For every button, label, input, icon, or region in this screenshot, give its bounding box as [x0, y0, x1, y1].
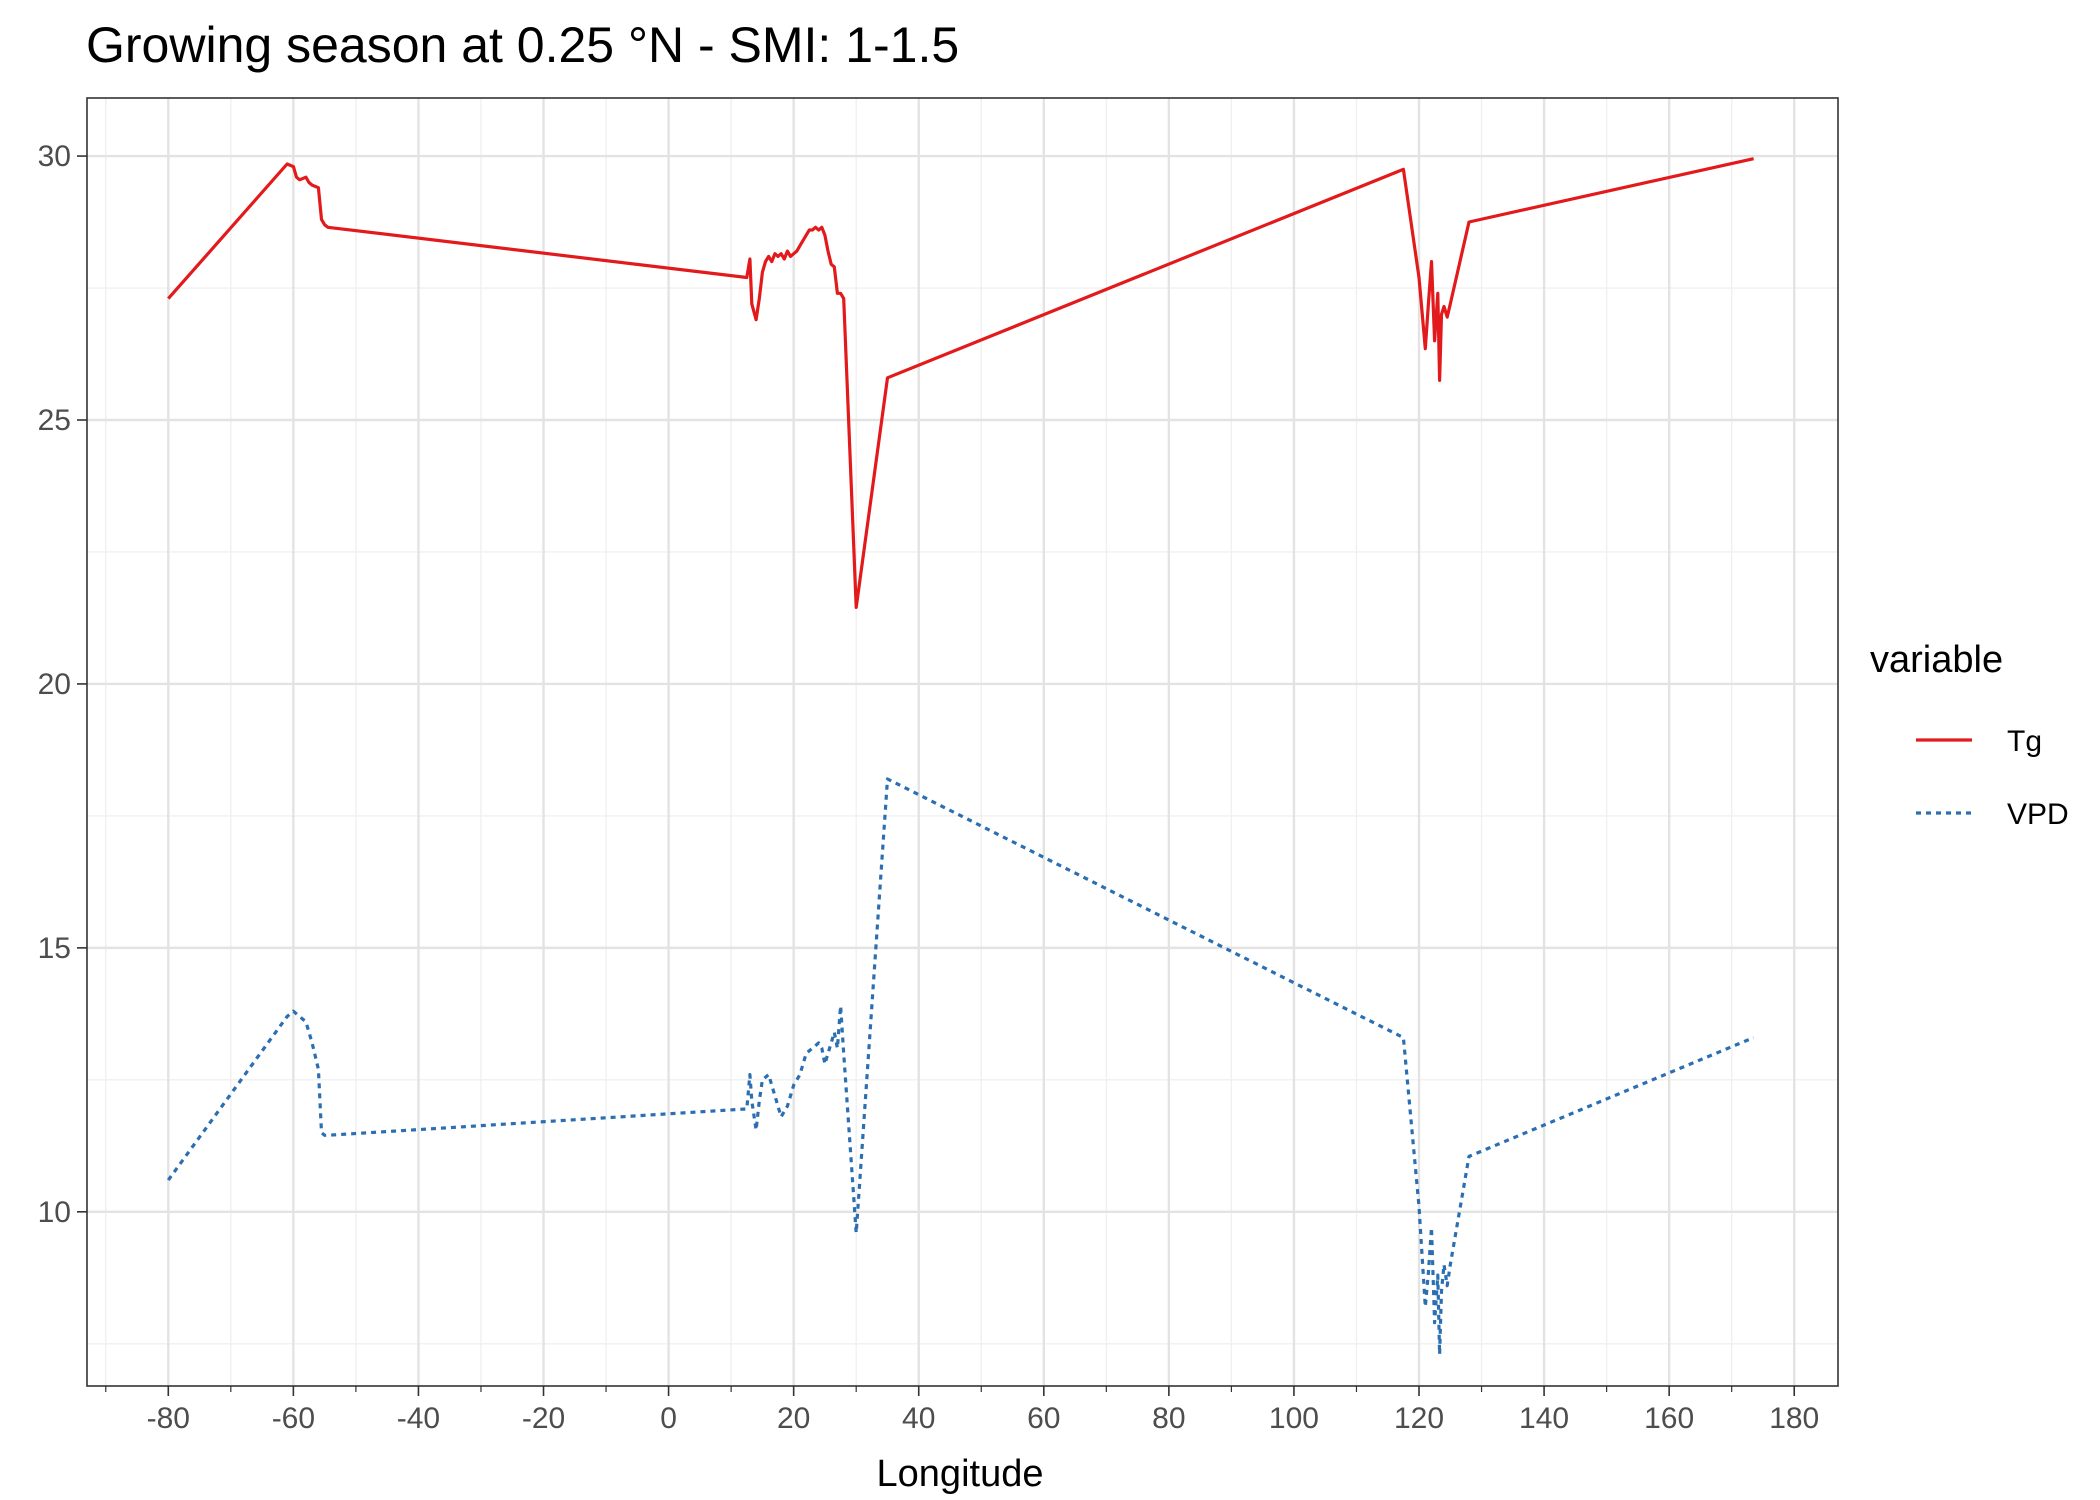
- x-tick-label: 80: [1152, 1402, 1185, 1435]
- x-tick-label: 180: [1769, 1402, 1819, 1435]
- x-tick-label: 20: [777, 1402, 810, 1435]
- y-tick-label: 20: [38, 668, 71, 701]
- x-tick-label: 160: [1644, 1402, 1694, 1435]
- y-tick-label: 15: [38, 932, 71, 965]
- x-tick-label: 120: [1394, 1402, 1444, 1435]
- legend-label-vpd: VPD: [2007, 798, 2069, 831]
- series-line-vpd: [167, 777, 1755, 1356]
- x-tick-label: 60: [1027, 1402, 1060, 1435]
- panel-background: [87, 98, 1838, 1386]
- x-tick-label: 0: [660, 1402, 677, 1435]
- grid: [87, 98, 1838, 1386]
- x-tick-label: 140: [1519, 1402, 1569, 1435]
- x-tick-label: -40: [397, 1402, 440, 1435]
- y-tick-label: 25: [38, 404, 71, 437]
- x-tick-label: -60: [272, 1402, 315, 1435]
- legend-label-tg: Tg: [2007, 725, 2042, 758]
- legend-title: variable: [1870, 639, 2003, 681]
- x-tick-label: 100: [1269, 1402, 1319, 1435]
- x-tick-label: -20: [522, 1402, 565, 1435]
- series-line-tg: [167, 157, 1754, 609]
- axes: -80 -60 -40 -20 0 20 40 60 80 100 120 140 160 180 10 15…: [38, 140, 1820, 1435]
- series-layer: [167, 157, 1755, 1356]
- y-tick-label: 10: [38, 1196, 71, 1229]
- panel-border: [86, 97, 1839, 1387]
- chart-title: Growing season at 0.25 °N - SMI: 1-1.5: [86, 17, 959, 73]
- legend: variable Tg VPD: [1870, 639, 2069, 831]
- y-tick-label: 30: [38, 140, 71, 173]
- x-tick-label: 40: [902, 1402, 935, 1435]
- x-axis-title: Longitude: [877, 1453, 1044, 1495]
- x-tick-label: -80: [147, 1402, 190, 1435]
